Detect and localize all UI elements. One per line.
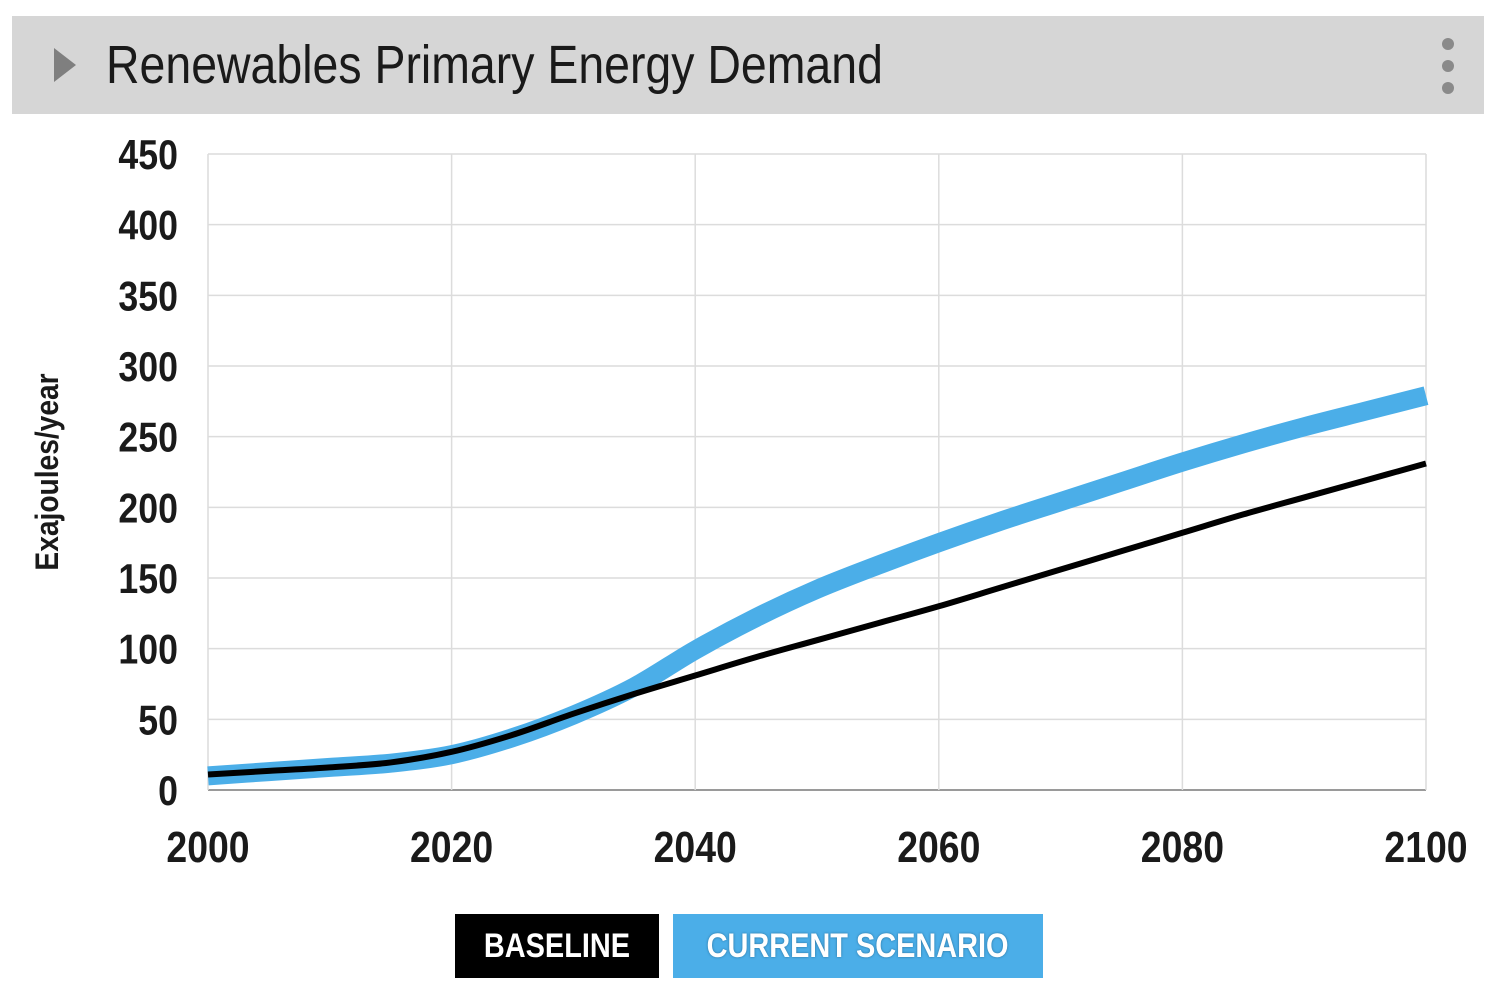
chart-axes: 0 50 100 150 200 250 300 350 400 450 2000 2020 2040 2… [118,132,1467,871]
x-tick-label: 2100 [1384,822,1467,872]
legend-item-current-scenario[interactable]: CURRENT SCENARIO [673,914,1043,978]
legend-label-baseline: BASELINE [483,926,631,965]
chart-grid [207,153,1427,791]
x-tick-label: 2080 [1141,822,1224,872]
y-tick-label: 200 [118,486,178,532]
y-tick-label: 0 [158,768,178,814]
x-tick-label: 2020 [410,822,493,872]
y-tick-label: 350 [118,274,178,320]
y-tick-label: 400 [118,203,178,249]
y-tick-label: 300 [118,344,178,390]
x-tick-label: 2000 [166,822,249,872]
chart-legend: BASELINE CURRENT SCENARIO [455,914,1043,978]
x-tick-label: 2060 [897,822,980,872]
y-tick-label: 50 [138,698,178,744]
chevron-right-icon[interactable] [52,45,82,85]
legend-item-baseline[interactable]: BASELINE [455,914,659,978]
y-tick-label: 100 [118,627,178,673]
series-line-baseline [207,460,1427,778]
legend-label-current-scenario: CURRENT SCENARIO [707,926,1009,965]
chart-series [207,386,1429,786]
x-tick-label: 2040 [654,822,737,872]
y-tick-label: 250 [118,415,178,461]
y-tick-label: 450 [118,132,178,178]
y-axis-label: Exajoules/year [30,373,65,570]
y-tick-label: 150 [118,556,178,602]
page-title: Renewables Primary Energy Demand [106,35,883,95]
chart-header: Renewables Primary Energy Demand [12,16,1484,114]
kebab-menu-icon[interactable] [1434,38,1462,94]
